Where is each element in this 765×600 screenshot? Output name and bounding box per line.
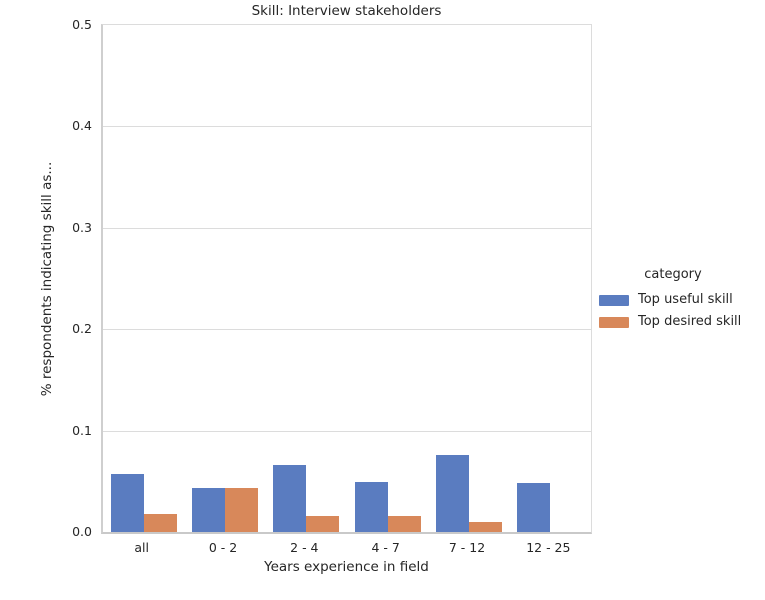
legend-label: Top desired skill bbox=[638, 314, 742, 329]
gridline bbox=[103, 126, 591, 128]
y-tick-label: 0.4 bbox=[72, 118, 92, 134]
legend-swatch-icon bbox=[599, 294, 629, 306]
x-tick-label: 7 - 12 bbox=[448, 540, 486, 555]
legend-title: category bbox=[644, 267, 702, 282]
bar-top-desired-skill bbox=[143, 513, 177, 532]
legend: category Top useful skill Top desired ski… bbox=[599, 266, 759, 333]
x-axis-label: Years experience in field bbox=[264, 559, 429, 575]
bar-top-useful-skill bbox=[436, 454, 469, 532]
x-tick-label: 4 - 7 bbox=[371, 540, 400, 555]
bar-top-desired-skill bbox=[225, 488, 258, 532]
legend-entry: Top useful skill bbox=[599, 289, 759, 311]
y-tick-label: 0.1 bbox=[72, 422, 92, 438]
legend-swatch-icon bbox=[599, 316, 629, 328]
bar-top-useful-skill bbox=[110, 474, 144, 532]
x-tick-label: all bbox=[134, 540, 149, 555]
x-tick-label: 0 - 2 bbox=[208, 540, 238, 555]
y-tick-label: 0.3 bbox=[72, 219, 92, 235]
bar-top-desired-skill bbox=[306, 515, 340, 532]
x-tick-label: 2 - 4 bbox=[290, 540, 319, 555]
gridline bbox=[103, 227, 591, 229]
chart-title: Skill: Interview stakeholders bbox=[251, 3, 442, 19]
bar-top-useful-skill bbox=[517, 483, 551, 532]
gridline bbox=[103, 329, 591, 331]
bar-top-desired-skill bbox=[469, 521, 502, 532]
y-tick-label: 0.0 bbox=[72, 524, 92, 539]
y-tick-label: 0.2 bbox=[72, 321, 92, 337]
x-tick-label: 12 - 25 bbox=[526, 540, 571, 555]
y-axis-label: % respondents indicating skill as... bbox=[39, 161, 55, 397]
gridline bbox=[103, 430, 591, 432]
bar-top-useful-skill bbox=[273, 465, 307, 532]
bar-top-useful-skill bbox=[354, 482, 388, 532]
y-tick-label: 0.5 bbox=[72, 17, 92, 32]
plot-area bbox=[101, 24, 592, 534]
legend-label: Top useful skill bbox=[638, 292, 733, 307]
bar-top-desired-skill bbox=[387, 515, 421, 532]
legend-entry: Top desired skill bbox=[599, 311, 759, 333]
bar-top-useful-skill bbox=[192, 488, 225, 532]
legend-entries: Top useful skill Top desired skill bbox=[599, 289, 759, 333]
